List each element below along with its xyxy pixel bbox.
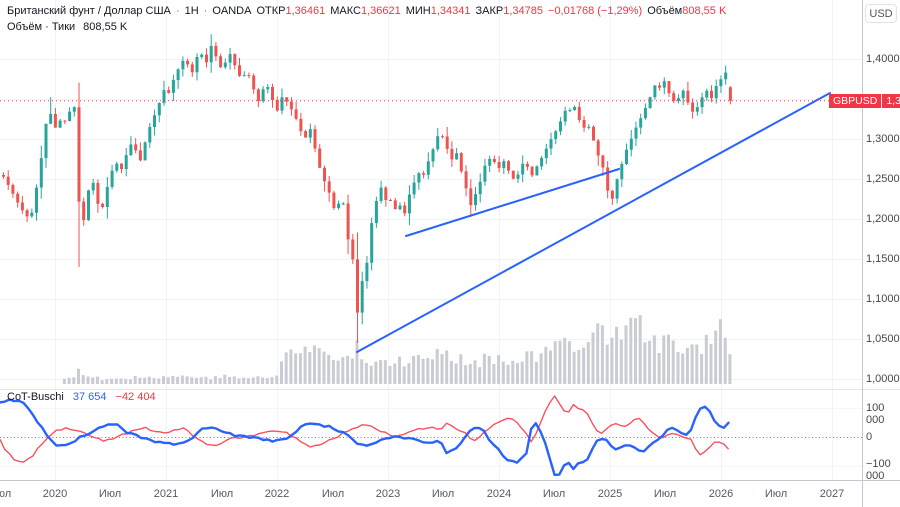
cot-indicator-legend: CoT-Buschi 37 654 −42 404 [7, 391, 156, 403]
time-axis-label: Июл [542, 488, 566, 500]
price-badge: 1,34785 [882, 94, 900, 108]
price-axis-label: 1,25000 [866, 173, 900, 185]
price-change: −0,01768 (−1,29%) [548, 5, 643, 17]
time-axis-label: Июл [431, 488, 455, 500]
price-axis-label: 1,20000 [866, 213, 900, 225]
cot-buschi-indicator [0, 395, 730, 477]
exchange-label: OANDA [212, 5, 252, 17]
volume-histogram [62, 315, 732, 384]
trendline-drawings[interactable] [356, 92, 831, 353]
last-price-label: GBPUSD 1,34785 [829, 94, 900, 108]
chart-legend: Британский фунт / Доллар США · 1Н · OAND… [7, 4, 726, 34]
cot-red-line [0, 395, 730, 463]
time-axis-label: 2026 [708, 488, 734, 500]
legend-row-main: Британский фунт / Доллар США · 1Н · OAND… [7, 4, 726, 18]
time-axis-label: 2024 [486, 488, 512, 500]
price-axis-label: 100 000 [866, 402, 885, 426]
separator-dot: · [175, 5, 180, 17]
time-axis-label: 2021 [153, 488, 179, 500]
grid-lines [0, 0, 862, 480]
time-axis-label: Июл [653, 488, 677, 500]
price-axis-label: 0 [866, 431, 873, 443]
cot-indicator-name[interactable]: CoT-Buschi [7, 391, 64, 403]
ohlc-open: ОТКР1,36461 [256, 5, 326, 17]
cot-red-value: −42 404 [115, 391, 156, 403]
cot-blue-value: 37 654 [72, 391, 107, 403]
time-axis-label: Июл [321, 488, 345, 500]
time-axis-label: Июл [210, 488, 234, 500]
interval-label[interactable]: 1Н [184, 5, 199, 17]
time-axis-label: Июл [764, 488, 788, 500]
price-axis-label: 1,30000 [866, 133, 900, 145]
price-axis-label: 1,40000 [866, 53, 900, 65]
ohlc-volume: Объём808,55 K [647, 5, 727, 17]
price-axis-label: 1,05000 [866, 333, 900, 345]
time-axis-label: Июл [0, 488, 12, 500]
ohlc-close: ЗАКР1,34785 [475, 5, 544, 17]
symbol-title[interactable]: Британский фунт / Доллар США [7, 5, 171, 17]
separator-dot: · [203, 5, 208, 17]
symbol-badge: GBPUSD [829, 94, 883, 108]
volume-indicator-value: 808,55 K [83, 21, 128, 33]
legend-row-volume: Объём · Тики 808,55 K [7, 20, 726, 34]
price-axis-label: 1,15000 [866, 253, 900, 265]
time-axis-label: Июл [98, 488, 122, 500]
currency-toggle-button[interactable]: USD [865, 4, 897, 23]
time-axis-label: 2023 [375, 488, 401, 500]
time-axis-label: 2027 [819, 488, 845, 500]
volume-indicator-label[interactable]: Объём · Тики [7, 21, 76, 33]
ohlc-low: МИН1,34341 [405, 5, 471, 17]
price-axis-label: −100 000 [866, 458, 891, 482]
time-axis-label: 2020 [42, 488, 68, 500]
time-axis-label: 2025 [597, 488, 623, 500]
candlestick-series [2, 34, 732, 343]
ohlc-high: МАКС1,36621 [330, 5, 401, 17]
cot-blue-line [0, 398, 730, 477]
time-axis-label: 2022 [264, 488, 290, 500]
